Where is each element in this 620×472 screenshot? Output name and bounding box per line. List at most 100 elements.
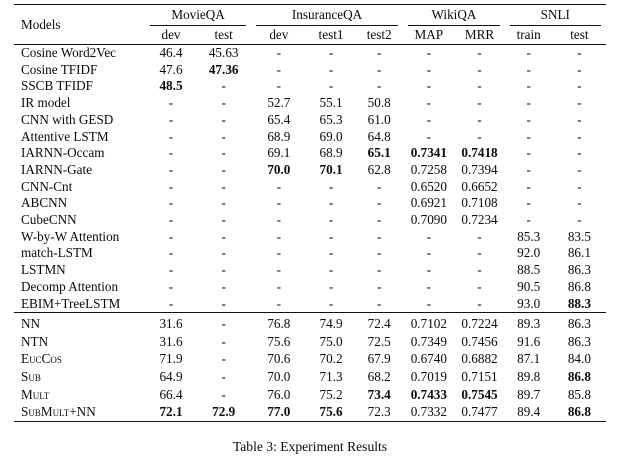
model-name-cell: EucCos xyxy=(21,351,62,367)
value-cell: 61.0 xyxy=(367,111,391,127)
value-cell: 71.9 xyxy=(159,351,183,367)
group-underline: MovieQA xyxy=(150,5,246,26)
value-cell: - xyxy=(526,212,531,228)
table-row: LSTMN - - - - - - - 88.5 86.3 xyxy=(14,262,606,279)
value-cell: - xyxy=(526,95,531,111)
value-cell: - xyxy=(426,245,432,261)
table-row: Sub 64.9 - 70.0 71.3 68.2 0.7019 0.7151 89.8 86.8 xyxy=(14,368,606,386)
value-cell: 75.6 xyxy=(319,404,343,420)
value-cell: 0.7224 xyxy=(454,312,505,333)
model-name-cell: match-LSTM xyxy=(21,245,93,261)
value-cell: - xyxy=(426,45,432,60)
value-cell: 0.7151 xyxy=(461,369,498,385)
group-header-row: Models MovieQA InsuranceQA WikiQA SNLI xyxy=(14,4,606,45)
value-cell: - xyxy=(276,212,282,228)
value-cell: 93.0 xyxy=(517,295,541,311)
value-cell: 70.1 xyxy=(319,161,343,177)
value-cell: - xyxy=(526,61,531,77)
value-cell: - xyxy=(477,45,482,60)
table-row: NN 31.6-76.8 74.9 72.4 0.7102 0.7224 89.3 86.3 xyxy=(14,312,606,333)
value-cell: - xyxy=(328,45,334,60)
value-cell: 65.1 xyxy=(367,145,391,161)
value-cell: 75.6 xyxy=(267,333,291,349)
value-cell: - xyxy=(168,228,174,244)
value-cell: 48.5 xyxy=(159,78,183,94)
value-cell: 0.7456 xyxy=(461,333,498,349)
value-cell: 47.36 xyxy=(208,61,239,77)
value-cell: - xyxy=(477,245,482,261)
table-row: EBIM+TreeLSTM - - - - - - - 93.0 88.3 xyxy=(14,296,606,313)
value-cell: 72.5 xyxy=(367,333,391,349)
value-cell: 72.9 xyxy=(212,404,236,420)
table-row: CubeCNN - - - - - 0.7090 0.7234 - - xyxy=(14,212,606,229)
value-cell: - xyxy=(168,161,174,177)
model-name-cell: SSCB TFIDF xyxy=(21,78,93,94)
value-cell: - xyxy=(221,386,226,402)
value-cell: - xyxy=(426,78,432,94)
value-cell: 90.5 xyxy=(517,278,541,294)
value-cell: 31.6 xyxy=(159,333,183,349)
subcol-insqa-dev: dev xyxy=(250,26,307,45)
value-cell: - xyxy=(196,312,251,333)
table-row: IR model - - 52.7 55.1 50.8 - - - - xyxy=(14,95,606,112)
value-cell: 86.8 xyxy=(567,278,591,294)
table-row: Cosine Word2Vec 46.4 45.63 - - - - - - - xyxy=(14,45,606,62)
value-cell: 68.2 xyxy=(367,369,391,385)
value-cell: 69.0 xyxy=(319,128,343,144)
model-name-cell: LSTMN xyxy=(21,262,66,278)
value-cell: 87.1 xyxy=(517,351,541,367)
value-cell: 55.1 xyxy=(319,95,343,111)
value-cell: 70.0 xyxy=(267,369,291,385)
value-cell: - xyxy=(168,212,174,228)
value-cell: 0.7433 xyxy=(410,386,447,402)
value-cell: - xyxy=(276,78,282,94)
value-cell: - xyxy=(328,262,334,278)
value-cell: - xyxy=(168,295,174,311)
value-cell: - xyxy=(526,128,531,144)
value-cell: 0.7394 xyxy=(461,161,498,177)
value-cell: - xyxy=(477,228,482,244)
value-cell: 65.4 xyxy=(267,111,291,127)
value-cell: - xyxy=(376,195,382,211)
model-name-cell: NN xyxy=(14,312,146,333)
value-cell: 62.8 xyxy=(367,161,391,177)
value-cell: - xyxy=(221,195,226,211)
value-cell: 66.4 xyxy=(159,386,183,402)
value-cell: - xyxy=(328,178,334,194)
value-cell: - xyxy=(328,228,334,244)
group-underline: InsuranceQA xyxy=(255,5,399,26)
value-cell: 0.6882 xyxy=(461,351,498,367)
value-cell: - xyxy=(577,161,582,177)
value-cell: - xyxy=(221,178,226,194)
value-cell: - xyxy=(328,245,334,261)
value-cell: 75.0 xyxy=(319,333,343,349)
group-header-insuranceqa: InsuranceQA xyxy=(251,5,404,26)
model-name-cell: Cosine Word2Vec xyxy=(21,45,117,60)
results-table: Models MovieQA InsuranceQA WikiQA SNLI d… xyxy=(14,4,606,422)
value-cell: - xyxy=(221,228,226,244)
value-cell: 70.6 xyxy=(267,351,291,367)
value-cell: - xyxy=(221,95,226,111)
value-cell: 64.8 xyxy=(367,128,391,144)
model-name-cell: ABCNN xyxy=(21,195,68,211)
table-row: IARNN-Occam - - 69.1 68.9 65.1 0.7341 0.7418 - - xyxy=(14,145,606,162)
value-cell: - xyxy=(526,195,531,211)
value-cell: 0.6520 xyxy=(410,178,447,194)
table-row: Attentive LSTM - - 68.9 69.0 64.8 - - - - xyxy=(14,129,606,146)
value-cell: 46.4 xyxy=(159,45,183,60)
value-cell: - xyxy=(526,78,531,94)
value-cell: - xyxy=(221,278,226,294)
value-cell: - xyxy=(577,111,582,127)
value-cell: - xyxy=(477,295,482,311)
value-cell: - xyxy=(221,333,226,349)
value-cell: 77.0 xyxy=(267,404,291,420)
value-cell: - xyxy=(376,278,382,294)
value-cell: - xyxy=(577,178,582,194)
value-cell: 91.6 xyxy=(517,333,541,349)
value-cell: - xyxy=(168,245,174,261)
value-cell: - xyxy=(328,61,334,77)
value-cell: 0.7349 xyxy=(410,333,447,349)
group-underline: WikiQA xyxy=(408,5,500,26)
value-cell: 0.7108 xyxy=(461,195,498,211)
table-row: Mult 66.4 - 76.0 75.2 73.4 0.7433 0.7545 89.7 85.… xyxy=(14,386,606,404)
